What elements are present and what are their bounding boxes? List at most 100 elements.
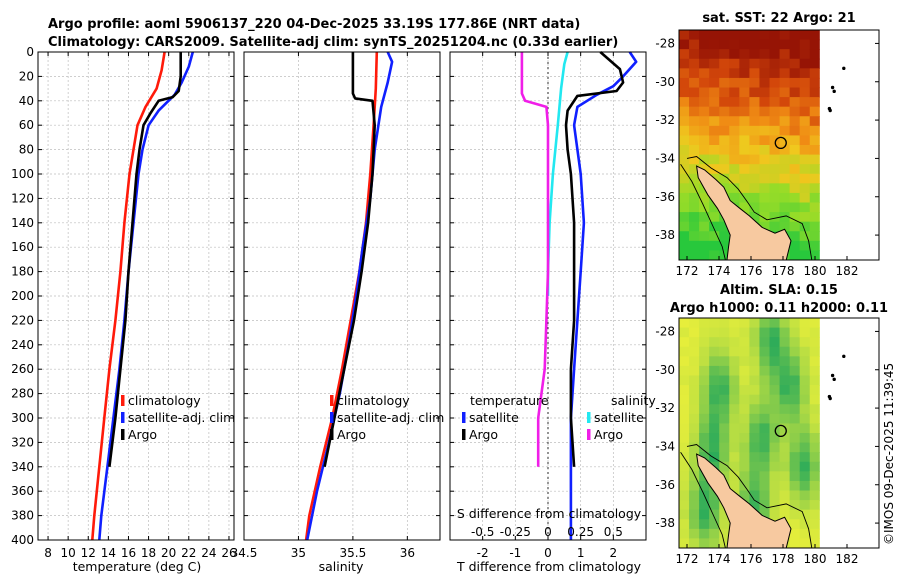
x-tick-label: 36 [400,546,415,560]
grid-cell [739,202,750,213]
grid-cell [699,116,710,127]
grid-cell [739,442,750,453]
grid-cell [769,154,781,165]
sst-map: 172 174 176 178 180 182 -28 -30 -32 -34 -36 -38 [655,29,880,278]
map-frame [678,29,880,261]
x-tick-label: 26 [221,546,236,560]
grid-cell [739,461,750,472]
series-argo [323,52,376,468]
grid-cell [729,154,740,165]
grid-cell [699,49,710,60]
grid-cell [799,173,811,184]
grid-cell [779,480,791,492]
grid-cell [779,490,791,501]
grid-cell [809,145,820,156]
island [842,354,846,359]
grid-cell [689,212,700,223]
y-tick-label: 380 [11,509,34,523]
grid-cell [719,452,730,463]
grid-cell [789,221,801,232]
grid-cell [799,240,811,252]
grid-cell [799,58,811,69]
grid-cell [769,423,781,434]
grid-cell [749,365,761,377]
grid-cell [729,480,740,492]
grid-cell [809,346,820,357]
grid-cell [799,77,811,89]
grid-cell [749,423,761,434]
grid-cell [739,183,750,194]
grid-cell [719,145,730,156]
grid-cell [689,490,700,501]
x-tick-label: -1 [509,546,521,560]
grid-cell [809,375,820,386]
grid-cell [689,461,700,472]
grid-cell [799,327,811,338]
grid-cell [709,365,720,377]
grid-cell [799,356,811,367]
grid-cell [739,385,750,396]
y-tick-label: 340 [11,460,34,474]
grid-cell [779,318,791,329]
grid-cell [799,490,811,501]
grid-cell [769,375,781,386]
grid-cell [789,97,801,108]
grid-cell [719,221,730,232]
grid-cell [709,433,720,444]
grid-cell [699,192,710,204]
island [830,373,835,378]
grid-cell [759,183,771,194]
grid-cell [699,385,710,396]
grid-cell [719,461,730,472]
grid-cell [679,519,690,530]
grid-cell [719,58,730,69]
grid-cell [729,442,740,453]
grid-cell [769,58,781,69]
grid-cell [769,413,781,425]
grid-cell [719,87,730,98]
grid-cell [809,394,820,405]
grid-cell [799,337,811,348]
grid-cell [709,125,720,137]
grid-cell [689,154,700,165]
grid-cell [699,519,710,530]
grid-cell [699,452,710,463]
grid-cell [749,145,761,156]
legend-swatch [587,429,591,440]
grid-cell [799,500,811,511]
grid-cell [689,164,700,175]
lon-tick-label: 182 [836,264,859,278]
grid-cell [739,145,750,156]
grid-cell [809,173,820,184]
grid-cell [739,116,750,127]
grid-cell [809,58,820,69]
grid-cell [749,375,761,386]
grid-cell [779,327,791,338]
grid-cell [759,202,771,213]
grid-cell [789,183,801,194]
grid-cell [769,365,781,377]
grid-cell [689,106,700,117]
grid-cell [689,509,700,520]
grid-cell [799,519,811,530]
lon-tick-label: 176 [740,264,763,278]
grid-cell [709,97,720,108]
grid-cell [749,173,761,184]
grid-cell [739,30,750,41]
island [832,377,836,382]
grid-cell [759,442,771,453]
x-tick-label: 8 [44,546,52,560]
grid-cell [769,68,781,79]
bathymetry-contour [680,163,726,261]
grid-cell [769,318,781,329]
grid-cell [809,30,820,41]
grid-cell [679,221,690,232]
grid-cell [769,164,781,175]
grid-cell [759,471,771,482]
grid-cell [699,164,710,175]
grid-cell [699,500,710,511]
grid-cell [789,318,801,329]
grid-cell [759,509,771,520]
grid-cell [769,221,781,232]
grid-cell [709,135,720,146]
